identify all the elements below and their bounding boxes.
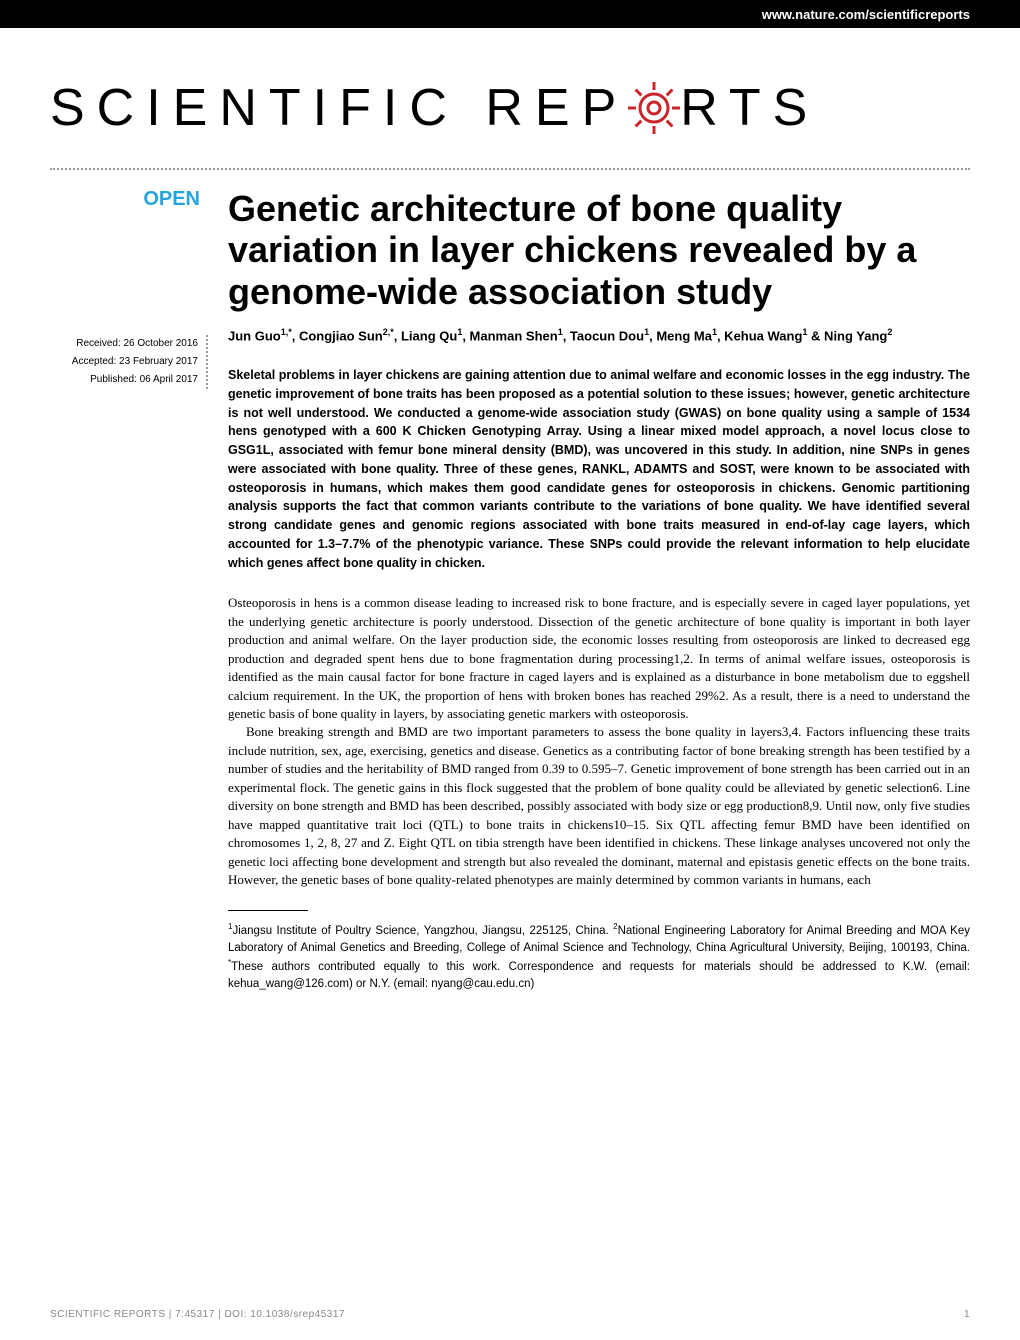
body-paragraph-1: Osteoporosis in hens is a common disease…: [228, 594, 970, 723]
article-meta: Received: 26 October 2016 Accepted: 23 F…: [50, 335, 208, 389]
logo-text-before: SCIENTIFIC: [50, 78, 459, 138]
footer-citation: SCIENTIFIC REPORTS | 7:45317 | DOI: 10.1…: [50, 1309, 345, 1320]
journal-url: www.nature.com/scientificreports: [762, 7, 970, 22]
header-bar: www.nature.com/scientificreports: [0, 0, 1020, 28]
content-wrapper: OPEN Received: 26 October 2016 Accepted:…: [0, 170, 1020, 993]
page-footer: SCIENTIFIC REPORTS | 7:45317 | DOI: 10.1…: [50, 1309, 970, 1320]
page-number: 1: [964, 1309, 970, 1320]
published-date: Published: 06 April 2017: [50, 371, 198, 389]
accepted-date: Accepted: 23 February 2017: [50, 353, 198, 371]
body-text: Osteoporosis in hens is a common disease…: [228, 594, 970, 993]
affiliations-divider: [228, 910, 308, 911]
abstract: Skeletal problems in layer chickens are …: [228, 366, 970, 572]
article-title: Genetic architecture of bone quality var…: [228, 188, 970, 312]
affiliations: 1Jiangsu Institute of Poultry Science, Y…: [228, 921, 970, 994]
left-column: OPEN Received: 26 October 2016 Accepted:…: [50, 188, 220, 993]
open-access-badge: OPEN: [50, 188, 200, 211]
logo-text-after: RTS: [680, 78, 819, 138]
logo-text-rep: REP: [485, 78, 628, 138]
logo-section: SCIENTIFIC REP RTS: [0, 28, 1020, 168]
gear-icon: [626, 80, 682, 136]
journal-logo: SCIENTIFIC REP RTS: [50, 78, 970, 138]
body-paragraph-2: Bone breaking strength and BMD are two i…: [228, 723, 970, 889]
authors-list: Jun Guo1,*, Congjiao Sun2,*, Liang Qu1, …: [228, 326, 970, 346]
right-column: Genetic architecture of bone quality var…: [220, 188, 970, 993]
received-date: Received: 26 October 2016: [50, 335, 198, 353]
